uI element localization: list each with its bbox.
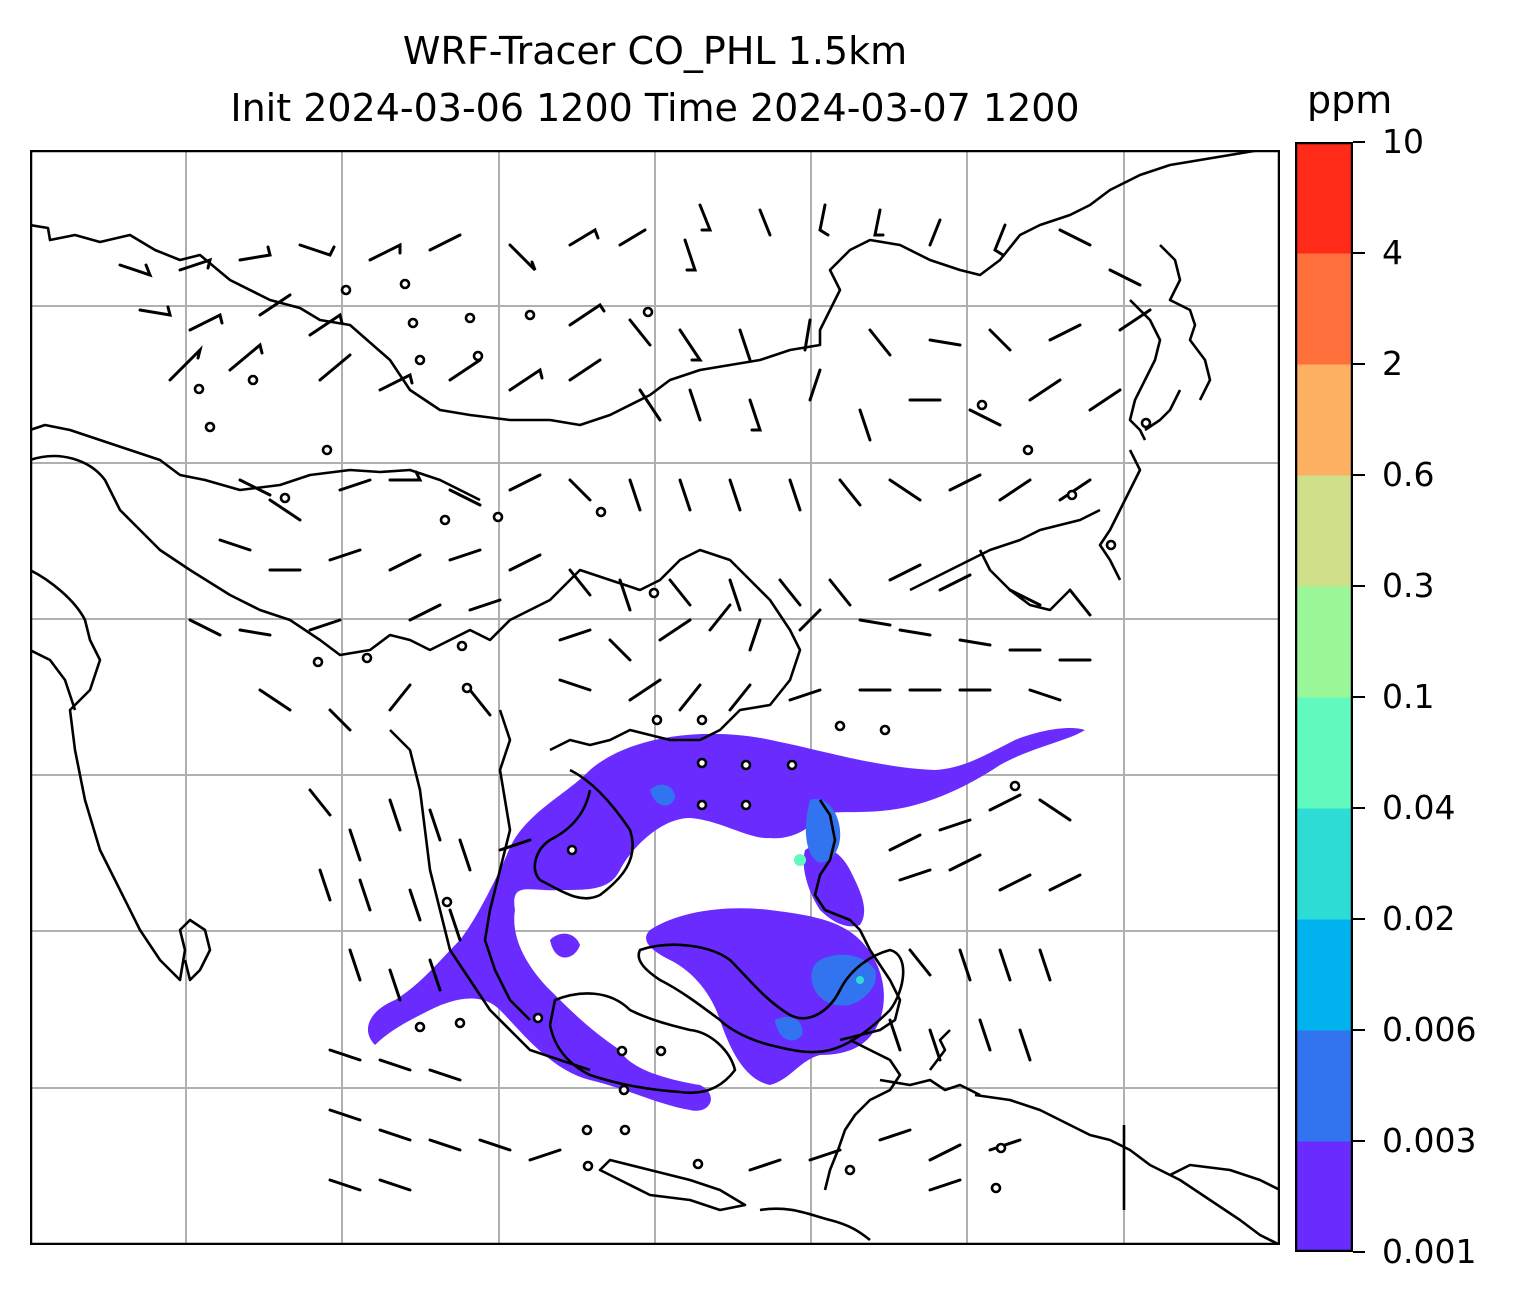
colorbar-tick-label: 0.001 [1382, 1232, 1477, 1271]
coastlines [30, 150, 1280, 1245]
colorbar-band [1295, 919, 1353, 1031]
colorbar-tick-mark [1353, 252, 1365, 254]
colorbar-band [1295, 1030, 1353, 1142]
map-panel [30, 150, 1280, 1245]
colorbar-tick-label: 0.04 [1382, 788, 1456, 827]
co-tracer-plume-core [650, 784, 876, 1041]
map-title-line1: WRF-Tracer CO_PHL 1.5km [402, 29, 908, 73]
calm-wind-markers [193, 278, 1152, 1194]
colorbar-tick-label: 0.006 [1382, 1010, 1477, 1049]
colorbar-tick-mark [1353, 1251, 1365, 1253]
colorbar-band [1295, 1141, 1353, 1252]
colorbar-band [1295, 808, 1353, 920]
colorbar-tick-mark [1353, 696, 1365, 698]
colorbar-tick-mark [1353, 363, 1365, 365]
colorbar-tick-mark [1353, 474, 1365, 476]
colorbar-tick-mark [1353, 1140, 1365, 1142]
colorbar-tick-mark [1353, 1029, 1365, 1031]
colorbar-tick-label: 0.003 [1382, 1121, 1477, 1160]
colorbar-tick-label: 0.3 [1382, 566, 1435, 605]
colorbar-band [1295, 253, 1353, 365]
map-title-line2: Init 2024-03-06 1200 Time 2024-03-07 120… [230, 86, 1080, 130]
colorbar-band [1295, 142, 1353, 254]
colorbar-band [1295, 364, 1353, 476]
colorbar-tick-label: 4 [1382, 233, 1403, 272]
colorbar-tick-label: 0.1 [1382, 677, 1435, 716]
colorbar-tick-label: 0.6 [1382, 455, 1435, 494]
colorbar-band [1295, 697, 1353, 809]
colorbar-tick-mark [1353, 585, 1365, 587]
colorbar-tick-mark [1353, 807, 1365, 809]
colorbar-tick-label: 10 [1382, 122, 1424, 161]
colorbar-band [1295, 475, 1353, 587]
wind-barbs [118, 203, 1152, 1192]
colorbar-unit-label: ppm [1307, 78, 1393, 122]
colorbar [1295, 142, 1353, 1252]
colorbar-tick-mark [1353, 141, 1365, 143]
colorbar-band [1295, 586, 1353, 698]
colorbar-tick-mark [1353, 918, 1365, 920]
colorbar-tick-label: 2 [1382, 344, 1403, 383]
colorbar-tick-label: 0.02 [1382, 899, 1456, 938]
